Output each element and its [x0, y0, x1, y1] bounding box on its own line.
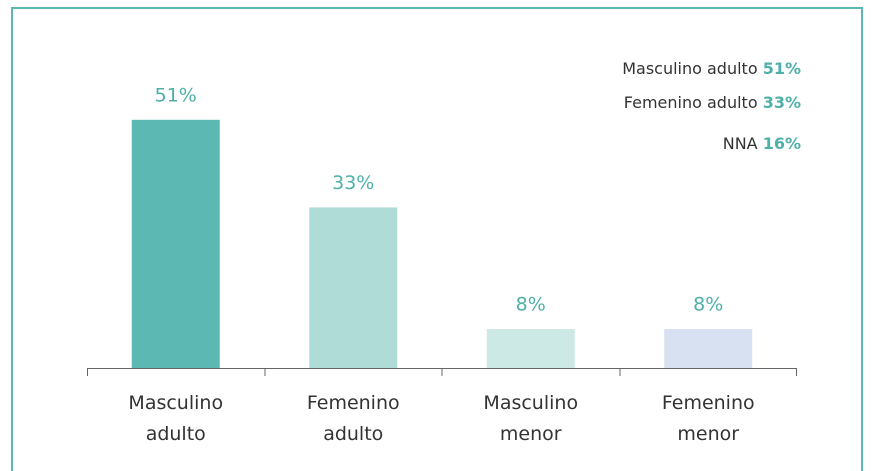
legend-value: 16%	[762, 134, 801, 153]
legend-item: Masculino adulto 51%	[622, 59, 801, 78]
bar	[664, 329, 753, 368]
x-tick-label: Masculino menor	[483, 392, 579, 445]
legend-label: NNA	[722, 134, 758, 153]
legend-value: 33%	[762, 93, 801, 112]
bar	[486, 329, 575, 368]
value-label: 8%	[693, 294, 723, 316]
value-label: 33%	[332, 172, 374, 194]
x-tick-label: Femenino adulto	[306, 392, 400, 445]
x-tick-label: Femenino menor	[661, 392, 755, 445]
legend-value: 51%	[762, 59, 801, 78]
legend-label: Femenino adulto	[623, 93, 758, 112]
x-axis	[87, 368, 797, 376]
legend-label: Masculino adulto	[622, 59, 758, 78]
x-tick-label: Masculino adulto	[128, 392, 224, 445]
legend-item: Femenino adulto 33%	[624, 93, 801, 112]
legend-item: NNA 16%	[723, 134, 801, 153]
value-label: 51%	[155, 84, 197, 106]
bar	[131, 119, 220, 368]
value-label: 8%	[516, 294, 546, 316]
frame	[11, 7, 863, 471]
bar	[309, 207, 398, 368]
